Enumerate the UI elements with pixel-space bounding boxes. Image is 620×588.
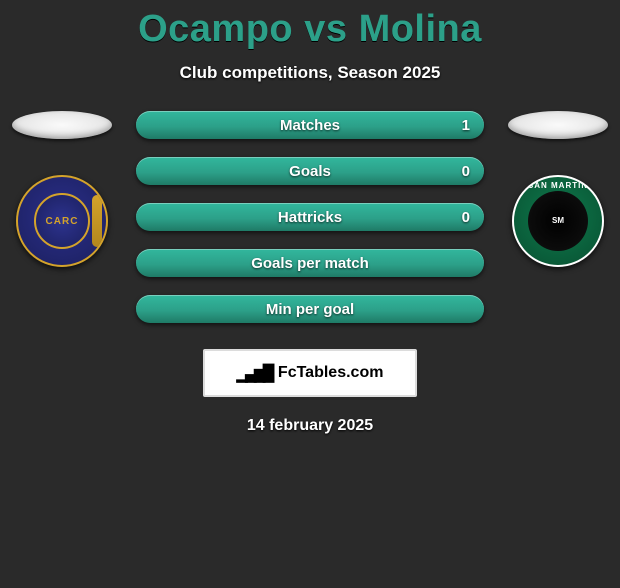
comparison-row: CARC Matches 1 Goals 0 Hattricks 0 Goals… — [0, 111, 620, 323]
stat-row-matches: Matches 1 — [136, 111, 484, 139]
subtitle: Club competitions, Season 2025 — [0, 63, 620, 83]
stat-label: Min per goal — [266, 301, 354, 318]
stat-row-goals-per-match: Goals per match — [136, 249, 484, 277]
title-player1: Ocampo — [138, 8, 293, 50]
footer-date: 14 february 2025 — [0, 417, 620, 435]
stat-row-min-per-goal: Min per goal — [136, 295, 484, 323]
laurel-icon — [92, 195, 102, 247]
right-player-name-oval — [508, 111, 608, 139]
stats-column: Matches 1 Goals 0 Hattricks 0 Goals per … — [116, 111, 504, 323]
stat-right-value: 0 — [462, 209, 470, 226]
stat-label: Goals per match — [251, 255, 369, 272]
left-team-badge: CARC — [16, 175, 108, 267]
stat-row-hattricks: Hattricks 0 — [136, 203, 484, 231]
stat-right-value: 0 — [462, 163, 470, 180]
stat-label: Goals — [289, 163, 331, 180]
right-player-column: SAN MARTIN SM — [504, 111, 612, 267]
stat-label: Matches — [280, 117, 340, 134]
chart-bar-icon: ▁▃▅▇ — [237, 362, 272, 384]
title-vs: vs — [304, 8, 347, 50]
stat-row-goals: Goals 0 — [136, 157, 484, 185]
left-player-name-oval — [12, 111, 112, 139]
right-badge-inner: SM — [528, 191, 588, 251]
brand-text: FcTables.com — [278, 364, 384, 382]
stat-label: Hattricks — [278, 209, 342, 226]
brand-box[interactable]: ▁▃▅▇ FcTables.com — [203, 349, 417, 397]
left-badge-text: CARC — [46, 216, 79, 227]
title-player2: Molina — [359, 8, 482, 50]
right-badge-arc: SAN MARTIN — [514, 181, 602, 190]
shield-icon: SM — [552, 217, 564, 226]
right-team-badge: SAN MARTIN SM — [512, 175, 604, 267]
page-title: Ocampo vs Molina — [0, 8, 620, 51]
left-badge-inner: CARC — [34, 193, 90, 249]
stat-right-value: 1 — [462, 117, 470, 134]
left-player-column: CARC — [8, 111, 116, 267]
